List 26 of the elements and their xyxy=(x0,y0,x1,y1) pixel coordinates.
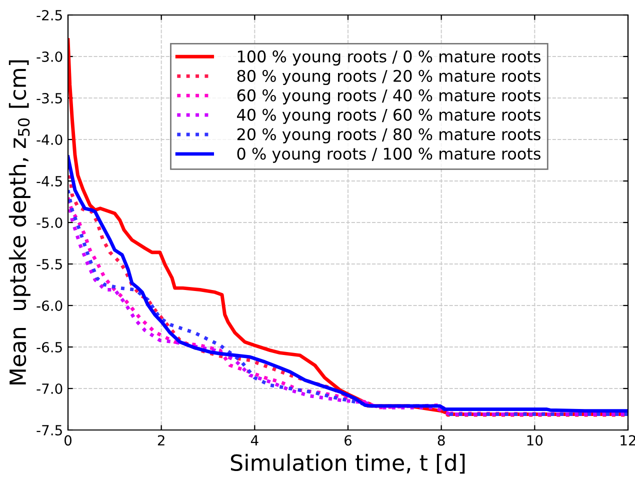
x-tick-label: 12 xyxy=(620,435,635,446)
y-tick-label: -2.5 xyxy=(36,10,62,20)
x-tick-label: 2 xyxy=(158,435,164,446)
legend-label: 100 % young roots / 0 % mature roots xyxy=(238,50,540,66)
legend-label: 0 % young roots / 100 % mature roots xyxy=(237,148,540,163)
y-tick-label: -4.0 xyxy=(36,134,62,145)
legend-label: 40 % young roots / 60 % mature roots xyxy=(237,108,540,124)
x-tick-label: 6 xyxy=(344,435,352,446)
x-tick-label: 8 xyxy=(438,435,445,446)
x-tick-label: 0 xyxy=(64,435,72,446)
legend-label: 20 % young roots / 80 % mature roots xyxy=(237,128,540,144)
y-tick-label: -6.0 xyxy=(36,300,62,311)
x-axis-title: Simulation time, t [d] xyxy=(230,454,465,474)
y-tick-label: -5.0 xyxy=(36,217,62,228)
y-tick-label: -4.5 xyxy=(36,176,62,186)
y-tick-label: -5.5 xyxy=(36,259,62,270)
y-tick-label: -6.5 xyxy=(36,342,62,352)
legend-label: 60 % young roots / 40 % mature roots xyxy=(237,89,540,104)
y-tick-label: -3.5 xyxy=(36,92,62,104)
legend-label: 80 % young roots / 20 % mature roots xyxy=(237,70,540,86)
x-tick-label: 4 xyxy=(250,435,258,446)
y-tick-label: -7.5 xyxy=(36,425,62,436)
y-axis-title: Mean uptake depth, z$_{50}$ [cm] xyxy=(8,60,30,384)
y-tick-label: -3.0 xyxy=(36,51,62,62)
x-tick-label: 10 xyxy=(527,435,543,446)
y-tick-label: -7.0 xyxy=(36,383,62,394)
